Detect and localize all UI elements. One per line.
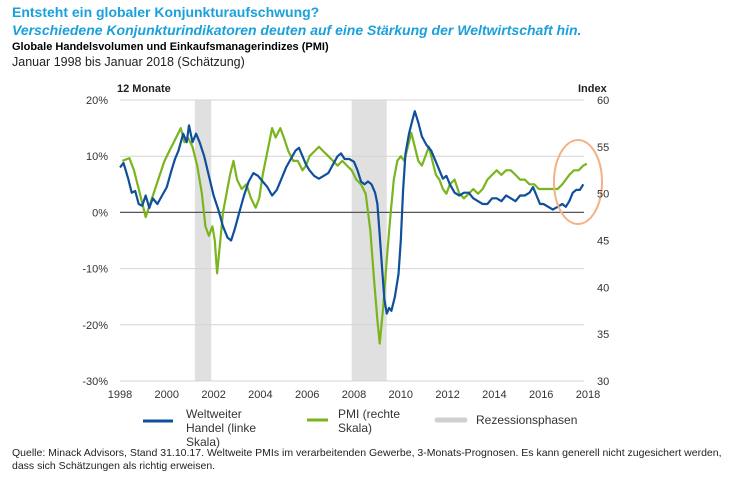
y-right-tick-label: 45 bbox=[597, 236, 609, 248]
page-subtitle: Verschiedene Konjunkturindikatoren deute… bbox=[12, 22, 582, 38]
legend-recession-label: Rezessionsphasen bbox=[476, 413, 577, 427]
y-left-tick-label: 0% bbox=[92, 207, 108, 219]
y-right-tick-label: 55 bbox=[597, 142, 609, 154]
x-tick-label: 2012 bbox=[435, 389, 459, 401]
legend-pmi-label-2: Skala) bbox=[338, 421, 372, 435]
y-left-tick-label: 10% bbox=[86, 151, 108, 163]
x-tick-label: 2000 bbox=[155, 389, 179, 401]
y-right-tick-label: 60 bbox=[597, 95, 609, 107]
x-tick-label: 2016 bbox=[529, 389, 553, 401]
recession-band-1 bbox=[351, 100, 387, 381]
x-tick-label: 2010 bbox=[389, 389, 413, 401]
chart-period: Januar 1998 bis Januar 2018 (Schätzung) bbox=[12, 55, 245, 69]
x-tick-label: 2014 bbox=[482, 389, 506, 401]
legend-pmi-label: PMI (rechte bbox=[338, 407, 400, 421]
y-right-tick-label: 40 bbox=[597, 282, 609, 294]
x-tick-label: 2018 bbox=[576, 389, 600, 401]
legend: Weltweiter Handel (linke Skala) PMI (rec… bbox=[143, 407, 577, 449]
x-tick-label: 2008 bbox=[342, 389, 366, 401]
left-axis-title: 12 Monate bbox=[117, 83, 171, 95]
x-tick-label: 1998 bbox=[108, 389, 132, 401]
gridlines bbox=[120, 99, 584, 382]
right-axis-title: Index bbox=[578, 83, 608, 95]
y-right-tick-label: 30 bbox=[597, 376, 609, 388]
y-left-tick-label: -20% bbox=[82, 320, 108, 332]
legend-trade-label-2: Handel (linke bbox=[186, 421, 256, 435]
y-left-tick-label: -10% bbox=[82, 264, 108, 276]
source-note: Quelle: Minack Advisors, Stand 31.10.17.… bbox=[12, 447, 722, 472]
recession-band-0 bbox=[194, 100, 212, 381]
series-pmi-line bbox=[121, 127, 588, 345]
y-right-tick-label: 50 bbox=[597, 189, 609, 201]
x-tick-label: 2002 bbox=[201, 389, 225, 401]
y-left-tick-label: -30% bbox=[82, 376, 108, 388]
legend-trade-label-3: Skala) bbox=[186, 435, 220, 449]
page-title: Entsteht ein globaler Konjunkturaufschwu… bbox=[12, 4, 320, 20]
y-right-tick-label: 35 bbox=[597, 329, 609, 341]
series-lines bbox=[119, 110, 588, 345]
series-trade-line bbox=[119, 110, 585, 315]
x-tick-label: 2006 bbox=[295, 389, 319, 401]
recession-bands bbox=[194, 100, 387, 381]
chart-heading: Globale Handelsvolumen und Einkaufsmanag… bbox=[12, 41, 329, 53]
axis-ticks: 20% 10% 0% -10% -20% -30% 60 55 50 45 40 35 30 1998 20… bbox=[82, 95, 609, 401]
y-left-tick-label: 20% bbox=[86, 95, 108, 107]
highlight-circle bbox=[553, 139, 603, 225]
x-tick-label: 2004 bbox=[248, 389, 272, 401]
legend-trade-label: Weltweiter bbox=[186, 407, 242, 421]
